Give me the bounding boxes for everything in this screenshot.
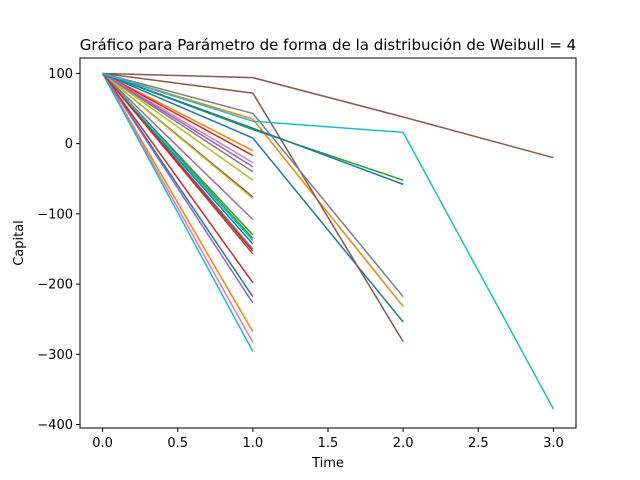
series-line-9 [102, 72, 254, 181]
series-lines [101, 72, 555, 410]
series-line-4 [101, 73, 254, 284]
x-tick-label: 0.0 [92, 436, 113, 451]
x-axis-label: Time [311, 456, 344, 471]
y-tick-label: 100 [48, 67, 73, 82]
series-line-10 [101, 73, 254, 352]
series-line-29 [102, 72, 554, 159]
y-tick-label: −300 [37, 348, 73, 363]
y-tick-label: −400 [37, 418, 73, 433]
x-tick-label: 3.0 [543, 436, 564, 451]
x-tick-label: 0.5 [167, 436, 188, 451]
y-tick-label: 0 [65, 137, 73, 152]
series-line-5 [101, 73, 254, 304]
y-axis-label: Capital [12, 220, 27, 266]
series-line-27 [102, 72, 404, 298]
x-tick-label: 2.5 [468, 436, 489, 451]
series-line-22 [102, 72, 254, 168]
chart-title: Gráfico para Parámetro de forma de la di… [80, 36, 576, 54]
series-line-20 [101, 72, 254, 242]
y-tick-label: −100 [37, 207, 73, 222]
x-axis-ticks: 0.0 0.5 1.0 1.5 2.0 2.5 3.0 [92, 428, 564, 451]
series-line-28 [102, 72, 404, 186]
x-tick-label: 2.0 [393, 436, 414, 451]
series-line-21 [101, 72, 254, 252]
series-line-23 [102, 72, 404, 323]
series-line-15 [102, 72, 254, 221]
x-tick-label: 1.5 [318, 436, 339, 451]
x-tick-label: 1.0 [243, 436, 264, 451]
y-axis-ticks: 100 0 −100 −200 −300 −400 [37, 67, 80, 433]
series-line-14 [102, 72, 254, 157]
y-tick-label: −200 [37, 278, 73, 293]
series-line-24 [102, 72, 404, 308]
series-line-2 [101, 73, 254, 333]
plot-frame [79, 57, 577, 429]
series-line-30 [102, 72, 555, 410]
series-line-19 [102, 72, 254, 199]
series-line-26 [102, 72, 404, 343]
